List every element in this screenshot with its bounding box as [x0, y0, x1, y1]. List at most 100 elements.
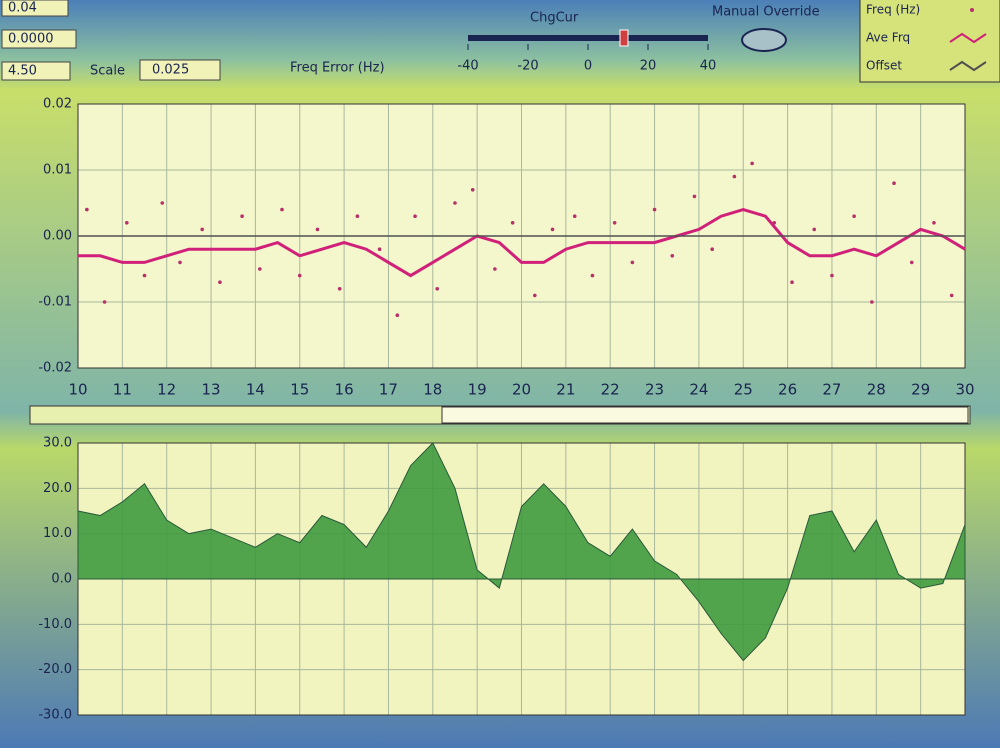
y-tick-label: 0.02: [43, 97, 72, 112]
scatter-point: [630, 260, 635, 265]
y-tick-label: 30.0: [43, 436, 72, 451]
y-tick-label: 10.0: [43, 526, 72, 541]
scatter-point: [200, 227, 204, 232]
x-tick-label: 24: [689, 381, 708, 399]
scatter-point: [909, 260, 914, 265]
field-value: 0.04: [8, 1, 37, 16]
scatter-point: [572, 214, 577, 218]
scale-input[interactable]: [139, 59, 221, 81]
x-tick-label: 12: [157, 381, 176, 399]
legend-swatch: [949, 60, 987, 72]
x-tick-label: 30: [955, 381, 974, 399]
scatter-point: [160, 201, 165, 205]
y-tick-label: -30.0: [38, 708, 72, 723]
scatter-point: [550, 227, 555, 232]
scatter-point: [395, 313, 400, 318]
field-box[interactable]: [1, 29, 77, 49]
x-tick-label: 29: [911, 381, 930, 399]
slider-tick-label: 40: [700, 59, 717, 74]
x-tick-label: 17: [379, 381, 398, 399]
x-tick-label: 26: [778, 381, 797, 399]
button-label: Manual Override: [712, 5, 820, 20]
scatter-point: [178, 260, 182, 265]
y-tick-label: -0.01: [38, 295, 72, 310]
field-box[interactable]: [1, 0, 69, 17]
x-tick-label: 21: [556, 381, 575, 399]
field-value: 4.50: [8, 64, 37, 79]
x-tick-label: 27: [822, 381, 841, 399]
scatter-point: [852, 214, 856, 218]
scatter-point: [710, 247, 715, 251]
y-tick-label: -0.02: [38, 361, 72, 376]
scatter-point: [892, 181, 896, 185]
slider-tick-label: -20: [517, 59, 538, 74]
x-tick-label: 16: [335, 381, 354, 399]
y-tick-label: -20.0: [38, 662, 72, 677]
y-tick-label: -10.0: [38, 617, 72, 632]
legend-label: Offset: [866, 59, 902, 73]
scatter-point: [692, 194, 697, 199]
scatter-point: [297, 273, 302, 278]
scatter-point: [337, 287, 342, 291]
scatter-point: [85, 207, 89, 212]
scatter-point: [413, 214, 417, 218]
scatter-point: [435, 287, 440, 291]
x-tick-label: 14: [246, 381, 265, 399]
scatter-point: [377, 247, 382, 251]
x-tick-label: 28: [867, 381, 886, 399]
legend-label: Freq (Hz): [866, 3, 920, 17]
x-tick-label: 18: [423, 381, 442, 399]
x-tick-label: 25: [734, 381, 753, 399]
scatter-point: [280, 207, 284, 212]
scatter-point: [533, 293, 537, 298]
scatter-point: [470, 188, 475, 192]
override-button[interactable]: [741, 28, 787, 52]
slider-label: ChgCur: [530, 11, 579, 26]
legend-swatch: [970, 8, 974, 12]
scatter-point: [732, 174, 737, 179]
x-tick-label: 10: [68, 381, 87, 399]
scatter-point: [612, 221, 617, 225]
scatter-point: [218, 280, 222, 285]
x-tick-label: 11: [113, 381, 132, 399]
scatter-point: [453, 201, 457, 205]
slider-thumb[interactable]: [619, 29, 629, 47]
y-tick-label: 0.0: [51, 572, 72, 587]
x-tick-label: 19: [468, 381, 487, 399]
area-fill: [77, 442, 966, 662]
scatter-point: [750, 161, 754, 166]
scatter-point: [355, 214, 360, 218]
slider-tick-label: 20: [640, 59, 657, 74]
x-tick-label: 23: [645, 381, 664, 399]
scatter-point: [493, 267, 497, 271]
x-tick-label: 20: [512, 381, 531, 399]
x-tick-label: 22: [601, 381, 620, 399]
scatter-point: [812, 227, 817, 232]
scatter-point: [124, 221, 129, 225]
x-tick-label: 15: [290, 381, 309, 399]
y-tick-label: 0.01: [43, 163, 72, 178]
field-value: 0.0000: [8, 32, 54, 47]
scatter-point: [830, 273, 834, 278]
scatter-point: [102, 300, 107, 304]
scatter-point: [949, 293, 954, 298]
scatter-point: [590, 273, 595, 278]
slider-tick-label: 0: [584, 59, 592, 74]
scatter-point: [670, 254, 675, 258]
scatter-point: [790, 280, 794, 285]
scatter-point: [510, 221, 515, 225]
freq-error-label: Freq Error (Hz): [290, 61, 385, 76]
x-tick-label: 13: [202, 381, 221, 399]
scatter-point: [315, 227, 320, 232]
scale-value: 0.025: [152, 63, 189, 78]
scrollbar-thumb[interactable]: [441, 406, 969, 424]
scatter-point: [258, 267, 262, 271]
y-tick-label: 0.00: [43, 229, 72, 244]
series-line: [78, 208, 966, 278]
scatter-point: [932, 221, 936, 225]
field-box[interactable]: [1, 61, 71, 81]
y-tick-label: 20.0: [43, 481, 72, 496]
legend-label: Ave Frq: [866, 31, 910, 45]
